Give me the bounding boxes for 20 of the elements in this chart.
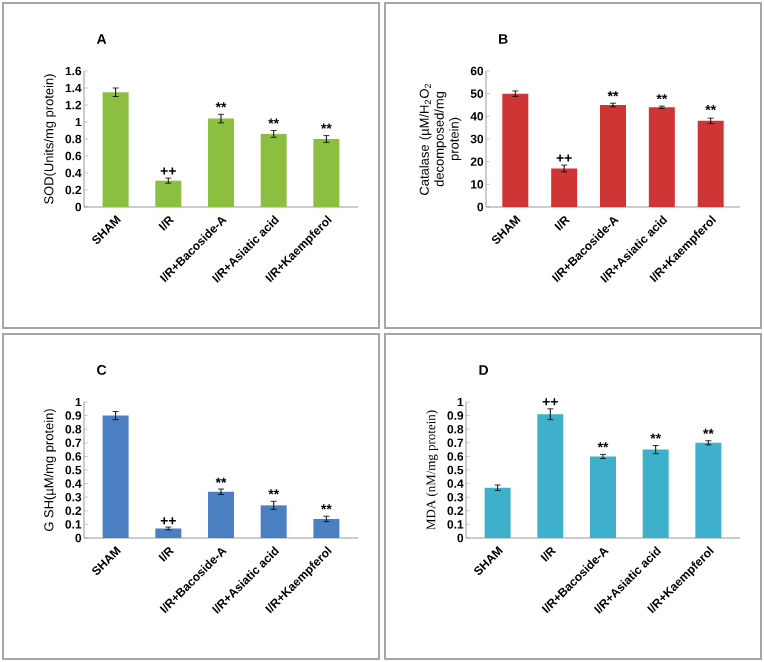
bar — [600, 105, 626, 207]
bar — [642, 449, 669, 538]
bar — [590, 456, 616, 538]
bar — [155, 180, 182, 207]
bar — [102, 92, 129, 207]
bar — [207, 118, 234, 207]
bar — [207, 491, 234, 538]
bar — [260, 133, 287, 207]
bar — [155, 528, 182, 538]
bar — [695, 442, 722, 538]
bar — [648, 107, 675, 207]
bar — [313, 518, 340, 538]
bar — [502, 93, 529, 207]
bar — [697, 120, 724, 207]
bar — [551, 168, 578, 207]
bar — [537, 414, 564, 538]
bar — [260, 505, 287, 538]
bar — [484, 487, 511, 538]
bar — [313, 138, 340, 207]
bar — [102, 415, 129, 538]
